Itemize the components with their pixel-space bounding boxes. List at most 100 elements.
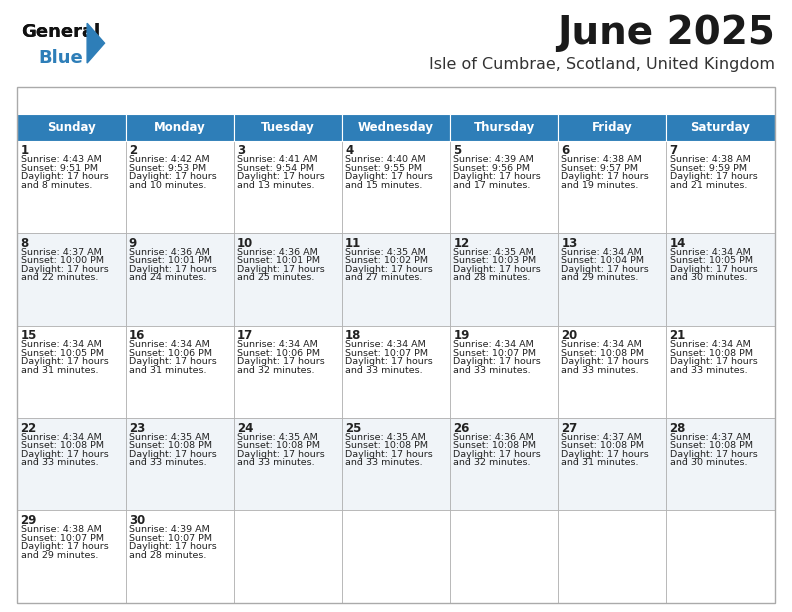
Text: Daylight: 17 hours: Daylight: 17 hours	[669, 265, 757, 274]
Text: Sunrise: 4:37 AM: Sunrise: 4:37 AM	[21, 248, 101, 257]
Text: Sunrise: 4:34 AM: Sunrise: 4:34 AM	[345, 340, 426, 349]
Text: Daylight: 17 hours: Daylight: 17 hours	[21, 542, 109, 551]
Text: and 33 minutes.: and 33 minutes.	[453, 366, 531, 375]
Bar	[450, 326, 558, 418]
Text: Sunrise: 4:42 AM: Sunrise: 4:42 AM	[129, 155, 209, 165]
Text: Sunrise: 4:39 AM: Sunrise: 4:39 AM	[453, 155, 534, 165]
Bar	[234, 510, 342, 603]
Bar	[234, 326, 342, 418]
Text: General: General	[21, 23, 101, 41]
Text: and 31 minutes.: and 31 minutes.	[129, 366, 206, 375]
Bar	[234, 114, 342, 141]
Text: Sunrise: 4:34 AM: Sunrise: 4:34 AM	[669, 340, 750, 349]
Text: Sunset: 10:06 PM: Sunset: 10:06 PM	[129, 349, 211, 358]
Text: Daylight: 17 hours: Daylight: 17 hours	[562, 173, 649, 182]
Bar	[450, 418, 558, 510]
Text: 20: 20	[562, 329, 577, 342]
Text: Sunrise: 4:35 AM: Sunrise: 4:35 AM	[345, 248, 426, 257]
Bar	[17, 141, 126, 233]
Bar	[558, 233, 666, 326]
Text: 28: 28	[669, 422, 686, 435]
Bar	[450, 114, 558, 141]
Text: Wednesday: Wednesday	[358, 121, 434, 134]
Text: Sunset: 10:05 PM: Sunset: 10:05 PM	[21, 349, 104, 358]
Text: Daylight: 17 hours: Daylight: 17 hours	[562, 265, 649, 274]
Text: Sunrise: 4:35 AM: Sunrise: 4:35 AM	[129, 433, 210, 442]
Text: Sunrise: 4:41 AM: Sunrise: 4:41 AM	[237, 155, 318, 165]
Text: General: General	[21, 23, 101, 41]
Text: Sunrise: 4:34 AM: Sunrise: 4:34 AM	[562, 248, 642, 257]
Text: 1: 1	[21, 144, 29, 157]
Text: Sunrise: 4:36 AM: Sunrise: 4:36 AM	[129, 248, 210, 257]
Text: Daylight: 17 hours: Daylight: 17 hours	[129, 450, 216, 459]
Text: Sunrise: 4:35 AM: Sunrise: 4:35 AM	[345, 433, 426, 442]
Text: Sunrise: 4:39 AM: Sunrise: 4:39 AM	[129, 525, 210, 534]
Text: Sunset: 10:01 PM: Sunset: 10:01 PM	[237, 256, 320, 266]
Text: Blue: Blue	[39, 49, 84, 67]
Text: 18: 18	[345, 329, 361, 342]
Text: 30: 30	[129, 514, 145, 527]
Text: and 22 minutes.: and 22 minutes.	[21, 274, 98, 282]
Text: 8: 8	[21, 237, 29, 250]
Bar	[558, 326, 666, 418]
Text: Daylight: 17 hours: Daylight: 17 hours	[345, 450, 433, 459]
Text: and 10 minutes.: and 10 minutes.	[129, 181, 206, 190]
Text: Sunset: 10:00 PM: Sunset: 10:00 PM	[21, 256, 104, 266]
Text: Daylight: 17 hours: Daylight: 17 hours	[21, 450, 109, 459]
Text: 13: 13	[562, 237, 577, 250]
Bar	[17, 326, 126, 418]
Text: and 31 minutes.: and 31 minutes.	[21, 366, 98, 375]
Text: and 25 minutes.: and 25 minutes.	[237, 274, 314, 282]
Text: Daylight: 17 hours: Daylight: 17 hours	[345, 173, 433, 182]
Text: Daylight: 17 hours: Daylight: 17 hours	[129, 357, 216, 367]
Text: Daylight: 17 hours: Daylight: 17 hours	[562, 357, 649, 367]
Bar	[342, 510, 450, 603]
Text: Sunday: Sunday	[48, 121, 96, 134]
Text: and 33 minutes.: and 33 minutes.	[129, 458, 207, 467]
Text: Sunset: 10:08 PM: Sunset: 10:08 PM	[21, 441, 104, 450]
Text: Sunset: 10:08 PM: Sunset: 10:08 PM	[129, 441, 211, 450]
Text: Daylight: 17 hours: Daylight: 17 hours	[21, 265, 109, 274]
Text: Sunset: 9:55 PM: Sunset: 9:55 PM	[345, 164, 422, 173]
Text: Sunrise: 4:35 AM: Sunrise: 4:35 AM	[237, 433, 318, 442]
Text: and 29 minutes.: and 29 minutes.	[562, 274, 639, 282]
Text: Sunset: 10:08 PM: Sunset: 10:08 PM	[562, 441, 645, 450]
Text: Sunset: 10:08 PM: Sunset: 10:08 PM	[669, 441, 752, 450]
Text: 19: 19	[453, 329, 470, 342]
Text: 4: 4	[345, 144, 353, 157]
Bar	[17, 233, 126, 326]
Text: Sunrise: 4:36 AM: Sunrise: 4:36 AM	[453, 433, 534, 442]
Text: Sunset: 10:03 PM: Sunset: 10:03 PM	[453, 256, 536, 266]
Text: Sunrise: 4:35 AM: Sunrise: 4:35 AM	[453, 248, 534, 257]
Bar	[666, 114, 775, 141]
Text: 5: 5	[453, 144, 462, 157]
Bar	[126, 141, 234, 233]
Bar	[234, 141, 342, 233]
Text: and 13 minutes.: and 13 minutes.	[237, 181, 314, 190]
Text: Sunrise: 4:34 AM: Sunrise: 4:34 AM	[562, 340, 642, 349]
Text: Sunset: 9:56 PM: Sunset: 9:56 PM	[453, 164, 531, 173]
Text: and 19 minutes.: and 19 minutes.	[562, 181, 639, 190]
Text: 25: 25	[345, 422, 361, 435]
Text: and 30 minutes.: and 30 minutes.	[669, 458, 747, 467]
Bar	[342, 418, 450, 510]
Bar	[342, 114, 450, 141]
Text: 7: 7	[669, 144, 678, 157]
Text: 23: 23	[129, 422, 145, 435]
Text: Sunrise: 4:34 AM: Sunrise: 4:34 AM	[21, 433, 101, 442]
Text: Sunset: 10:06 PM: Sunset: 10:06 PM	[237, 349, 320, 358]
Text: 9: 9	[129, 237, 137, 250]
Text: Sunset: 9:51 PM: Sunset: 9:51 PM	[21, 164, 97, 173]
Text: Daylight: 17 hours: Daylight: 17 hours	[453, 173, 541, 182]
Text: June 2025: June 2025	[557, 14, 775, 52]
Bar	[17, 510, 126, 603]
Text: 17: 17	[237, 329, 253, 342]
Bar	[126, 326, 234, 418]
Text: and 29 minutes.: and 29 minutes.	[21, 551, 98, 559]
Text: Sunset: 10:08 PM: Sunset: 10:08 PM	[345, 441, 428, 450]
Bar	[450, 233, 558, 326]
Text: Sunrise: 4:40 AM: Sunrise: 4:40 AM	[345, 155, 426, 165]
Text: Sunset: 10:05 PM: Sunset: 10:05 PM	[669, 256, 752, 266]
Text: 24: 24	[237, 422, 253, 435]
Text: Tuesday: Tuesday	[261, 121, 314, 134]
